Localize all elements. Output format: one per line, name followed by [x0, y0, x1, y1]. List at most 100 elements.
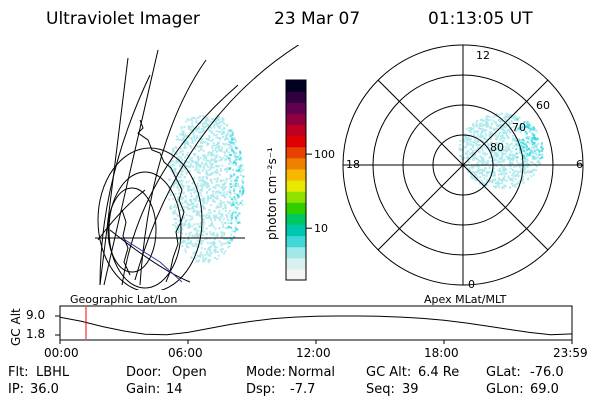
aurora-pixel: [495, 155, 498, 158]
aurora-pixel: [525, 126, 528, 129]
aurora-pixel: [228, 239, 231, 242]
aurora-pixel: [196, 203, 198, 206]
aurora-pixel: [530, 170, 533, 173]
aurora-pixel: [197, 126, 200, 129]
aurora-pixel: [217, 145, 220, 148]
aurora-pixel: [513, 155, 516, 158]
aurora-pixel: [511, 121, 514, 124]
aurora-pixel: [471, 145, 474, 148]
aurora-pixel: [202, 175, 205, 178]
aurora-pixel: [231, 212, 234, 215]
aurora-pixel: [212, 149, 214, 152]
aurora-pixel: [210, 204, 213, 207]
aurora-pixel: [169, 164, 172, 167]
aurora-pixel: [181, 150, 184, 153]
y-tick-label-1-8: 1.8: [26, 327, 45, 341]
aurora-pixel: [527, 127, 530, 130]
aurora-pixel: [208, 136, 211, 139]
aurora-pixel: [229, 191, 232, 194]
aurora-pixel: [214, 196, 217, 199]
aurora-pixel: [186, 151, 189, 154]
aurora-pixel: [501, 179, 504, 182]
aurora-pixel: [212, 234, 215, 237]
aurora-pixel: [478, 135, 481, 138]
aurora-pixel: [463, 146, 465, 149]
aurora-pixel: [193, 127, 196, 129]
aurora-pixel: [472, 154, 475, 157]
glon-label: GLon:: [486, 382, 524, 397]
aurora-pixel: [510, 163, 512, 166]
aurora-pixel: [195, 136, 198, 138]
aurora-pixel: [486, 153, 489, 155]
aurora-pixel: [241, 199, 244, 202]
aurora-pixel: [181, 184, 184, 187]
aurora-pixel: [527, 137, 530, 140]
aurora-pixel: [535, 153, 538, 156]
aurora-pixel: [181, 171, 183, 174]
aurora-pixel: [466, 157, 469, 159]
aurora-pixel: [184, 142, 187, 144]
aurora-pixel: [519, 149, 522, 152]
aurora-pixel: [490, 160, 493, 162]
aurora-pixel: [203, 199, 206, 202]
aurora-pixel: [207, 137, 210, 140]
aurora-pixel: [199, 192, 202, 195]
aurora-pixel: [201, 162, 204, 165]
aurora-pixel: [196, 122, 199, 125]
aurora-pixel: [210, 130, 213, 133]
aurora-pixel: [183, 163, 186, 166]
aurora-pixel: [507, 113, 510, 116]
aurora-pixel: [187, 223, 190, 226]
aurora-pixel: [220, 235, 223, 238]
aurora-pixel: [504, 152, 507, 155]
aurora-pixel: [183, 217, 186, 220]
aurora-pixel: [228, 226, 231, 228]
aurora-pixel: [223, 127, 226, 130]
aurora-pixel: [525, 160, 528, 163]
aurora-pixel: [174, 204, 177, 207]
aurora-pixel: [513, 137, 516, 140]
aurora-pixel: [222, 118, 225, 121]
aurora-pixel: [511, 134, 514, 137]
aurora-pixel: [177, 183, 180, 186]
aurora-pixel: [211, 223, 214, 226]
aurora-pixel: [469, 134, 472, 137]
aurora-pixel: [199, 210, 202, 212]
aurora-pixel: [223, 196, 226, 199]
aurora-pixel: [216, 195, 219, 197]
aurora-pixel: [218, 165, 221, 168]
aurora-pixel: [204, 120, 207, 123]
aurora-pixel: [202, 158, 205, 161]
aurora-pixel: [235, 228, 238, 231]
aurora-pixel: [220, 230, 223, 233]
aurora-pixel: [178, 180, 181, 182]
aurora-pixel: [507, 175, 510, 178]
aurora-pixel: [488, 134, 491, 137]
aurora-pixel: [229, 196, 231, 198]
aurora-pixel: [181, 159, 183, 161]
aurora-pixel: [205, 227, 208, 230]
aurora-pixel: [196, 129, 199, 132]
aurora-pixel: [172, 164, 175, 167]
aurora-pixel: [219, 218, 222, 221]
aurora-pixel: [511, 174, 514, 177]
aurora-pixel: [508, 121, 511, 124]
aurora-pixel: [204, 215, 207, 218]
aurora-pixel: [206, 217, 209, 219]
aurora-pixel: [520, 168, 523, 171]
aurora-pixel: [196, 127, 199, 130]
aurora-pixel: [507, 129, 510, 132]
aurora-pixel: [502, 160, 505, 163]
aurora-pixel: [521, 126, 524, 129]
aurora-pixel: [465, 137, 468, 140]
aurora-pixel: [538, 153, 541, 156]
aurora-pixel: [216, 217, 219, 219]
aurora-pixel: [199, 239, 202, 242]
aurora-pixel: [198, 235, 201, 238]
aurora-pixel: [196, 164, 199, 167]
aurora-pixel: [218, 240, 221, 243]
aurora-pixel: [528, 135, 531, 138]
aurora-pixel: [190, 195, 193, 198]
aurora-pixel: [461, 155, 464, 158]
aurora-pixel: [531, 157, 534, 160]
